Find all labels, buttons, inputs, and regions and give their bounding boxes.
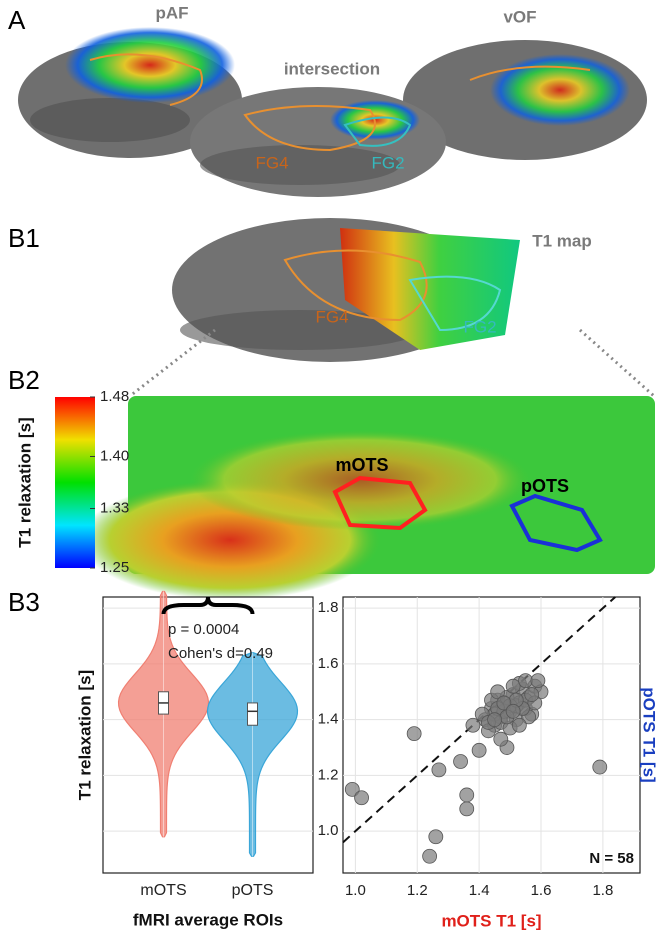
y-axis-label: pOTS T1 [s]	[640, 687, 657, 782]
region-label: FG2	[371, 153, 404, 172]
colorbar-label: T1 relaxation [s]	[15, 417, 34, 547]
map-label: vOF	[503, 7, 536, 26]
map-label: pAF	[155, 3, 188, 22]
x-tick-label: mOTS	[140, 882, 186, 899]
brain-t1	[172, 218, 520, 362]
scatter-point	[472, 743, 486, 757]
y-tick-label: 1.2	[318, 766, 339, 783]
panel-letter: B1	[8, 223, 40, 253]
panel-letter: B3	[8, 587, 40, 617]
roi-label: pOTS	[521, 476, 569, 496]
colorbar-tick-label: 1.33	[100, 499, 129, 516]
brain-intersection	[190, 87, 446, 197]
annotation: p = 0.0004	[168, 621, 239, 638]
region-label: FG2	[463, 317, 496, 336]
y-axis-label: T1 relaxation [s]	[75, 670, 94, 800]
x-tick-label: 1.6	[531, 882, 552, 899]
x-tick-label: 1.2	[407, 882, 428, 899]
annotation: N = 58	[589, 850, 634, 867]
scatter-point	[407, 727, 421, 741]
zoom-line	[580, 330, 654, 396]
y-tick-label: 1.4	[318, 711, 339, 728]
x-tick-label: 1.4	[469, 882, 490, 899]
colorbar-tick-label: 1.48	[100, 388, 129, 405]
map-label: intersection	[284, 59, 380, 78]
scatter-point	[466, 718, 480, 732]
panel-letter: A	[8, 5, 26, 35]
x-tick-label: 1.8	[592, 882, 613, 899]
scatter-point	[432, 763, 446, 777]
scatter-point	[525, 688, 539, 702]
scatter-point	[531, 674, 545, 688]
scatter-point	[454, 754, 468, 768]
scatter-point	[506, 704, 520, 718]
x-axis-label: mOTS T1 [s]	[441, 911, 541, 930]
colorbar-tick-label: 1.40	[100, 447, 129, 464]
map-label: T1 map	[532, 231, 592, 250]
box	[248, 703, 258, 725]
scatter-point	[488, 713, 502, 727]
colorbar	[55, 397, 95, 568]
y-tick-label: 1.6	[318, 655, 339, 672]
roi-label: mOTS	[335, 455, 388, 475]
annotation: Cohen's d=0.49	[168, 645, 273, 662]
scatter-point	[460, 802, 474, 816]
scatter-point	[506, 679, 520, 693]
scatter-point	[429, 830, 443, 844]
region-label: FG4	[315, 307, 348, 326]
scatter-point	[460, 788, 474, 802]
y-tick-label: 1.0	[318, 822, 339, 839]
region-label: FG4	[255, 153, 288, 172]
x-axis-label: fMRI average ROIs	[133, 910, 283, 929]
x-tick-label: pOTS	[232, 882, 274, 899]
panel-letter: B2	[8, 365, 40, 395]
scatter-point	[423, 849, 437, 863]
y-tick-label: 1.8	[318, 599, 339, 616]
scatter-point	[593, 760, 607, 774]
zoom-map	[80, 396, 655, 600]
colorbar-tick-label: 1.25	[100, 559, 129, 576]
figure: A pAF intersection vOF FG4 FG2 B1 T1 map…	[0, 0, 657, 936]
scatter-point	[355, 791, 369, 805]
x-tick-label: 1.0	[345, 882, 366, 899]
scatter-point	[519, 674, 533, 688]
scatter-point	[494, 732, 508, 746]
scatter-point	[512, 718, 526, 732]
